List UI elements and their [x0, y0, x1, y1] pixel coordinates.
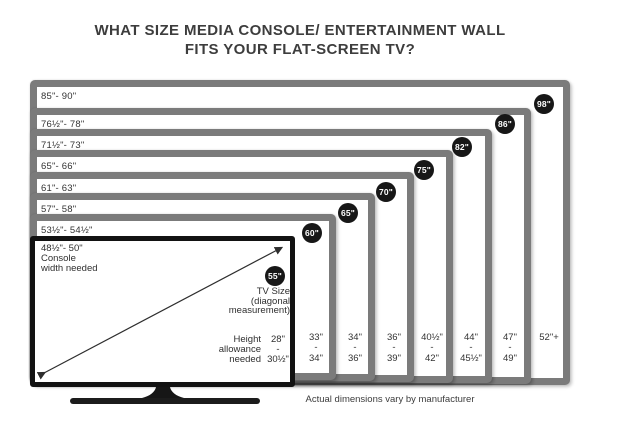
page-title: WHAT SIZE MEDIA CONSOLE/ ENTERTAINMENT W…: [30, 21, 570, 59]
tv-stand-base: [70, 398, 260, 404]
tv-size-badge-75: 75": [414, 160, 434, 180]
console-width-label: 71½"- 73": [41, 140, 85, 151]
height-column-52plus: 52"+: [539, 332, 559, 343]
console-width-label: 57"- 58": [41, 204, 77, 215]
title-line-2: FITS YOUR FLAT-SCREEN TV?: [184, 41, 416, 58]
tv-size-badge-70: 70": [376, 182, 396, 202]
height-allowance-values: 28" - 30½": [267, 334, 289, 365]
console-width-label: 53½"- 54½": [41, 225, 93, 236]
tv-size-badge-98: 98": [534, 94, 554, 114]
console-width-label: 76½"- 78": [41, 119, 85, 130]
console-width-label: 65"- 66": [41, 161, 77, 172]
console-width-needed-note: 48½"- 50" Console width needed: [41, 244, 98, 274]
console-width-label: 85"- 90": [41, 91, 77, 102]
tv-frame: 48½"- 50" Console width needed TV Size (…: [30, 236, 295, 387]
height-allowance-labels: Height allowance needed: [218, 334, 261, 365]
height-column-40half-42: 40½" - 42": [421, 332, 443, 364]
tv-size-badge-65: 65": [338, 203, 358, 223]
tv-size-badge-55: 55": [265, 266, 285, 286]
height-column-33-34: 33" - 34": [309, 332, 323, 364]
height-allowance-note: Height allowance needed 28" - 30½": [219, 335, 290, 365]
height-column-47-49: 47" - 49": [503, 332, 517, 364]
tv-size-badge-86: 86": [495, 114, 515, 134]
title-line-1: WHAT SIZE MEDIA CONSOLE/ ENTERTAINMENT W…: [94, 22, 506, 39]
tv-stand-neck: [142, 387, 184, 398]
tv-size-badge-60: 60": [302, 223, 322, 243]
height-column-34-36: 34" - 36": [348, 332, 362, 364]
console-width-label: 61"- 63": [41, 183, 77, 194]
footnote: Actual dimensions vary by manufacturer: [305, 394, 475, 405]
tv-size-note: TV Size (diagonal measurement): [229, 287, 290, 316]
tv-size-note-line-3: measurement): [228, 305, 290, 317]
console-note-line-2: width needed: [41, 263, 98, 274]
height-column-36-39: 36" - 39": [387, 332, 401, 364]
tv-size-badge-82: 82": [452, 137, 472, 157]
height-column-44-45half: 44" - 45½": [460, 332, 482, 364]
